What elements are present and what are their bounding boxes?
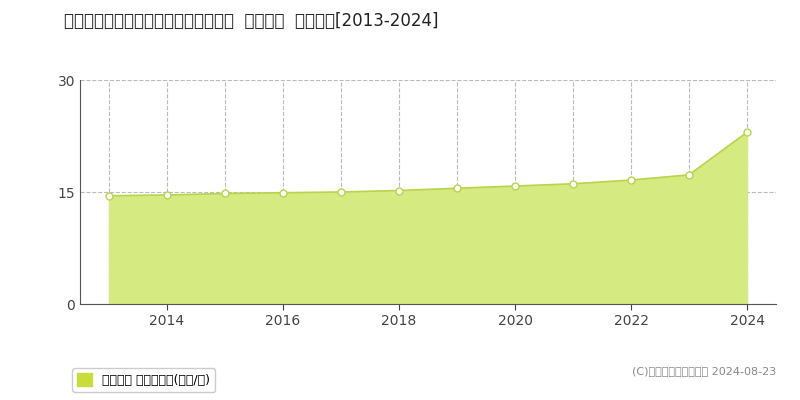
Point — [102, 192, 115, 199]
Point — [509, 183, 522, 189]
Point — [277, 190, 290, 196]
Point — [566, 180, 579, 187]
Point — [625, 177, 638, 183]
Legend: 地価公示 平均坪単価(万円/坪): 地価公示 平均坪単価(万円/坪) — [72, 368, 215, 392]
Point — [218, 190, 231, 197]
Point — [393, 187, 406, 194]
Point — [161, 192, 174, 198]
Point — [741, 129, 754, 136]
Text: (C)土地価格ドットコム 2024-08-23: (C)土地価格ドットコム 2024-08-23 — [632, 366, 776, 376]
Point — [450, 185, 463, 192]
Text: 宮城県名取市飯野坂６丁目３１５番外  地価公示  地価推移[2013-2024]: 宮城県名取市飯野坂６丁目３１５番外 地価公示 地価推移[2013-2024] — [64, 12, 438, 30]
Point — [334, 189, 347, 195]
Point — [682, 172, 695, 178]
